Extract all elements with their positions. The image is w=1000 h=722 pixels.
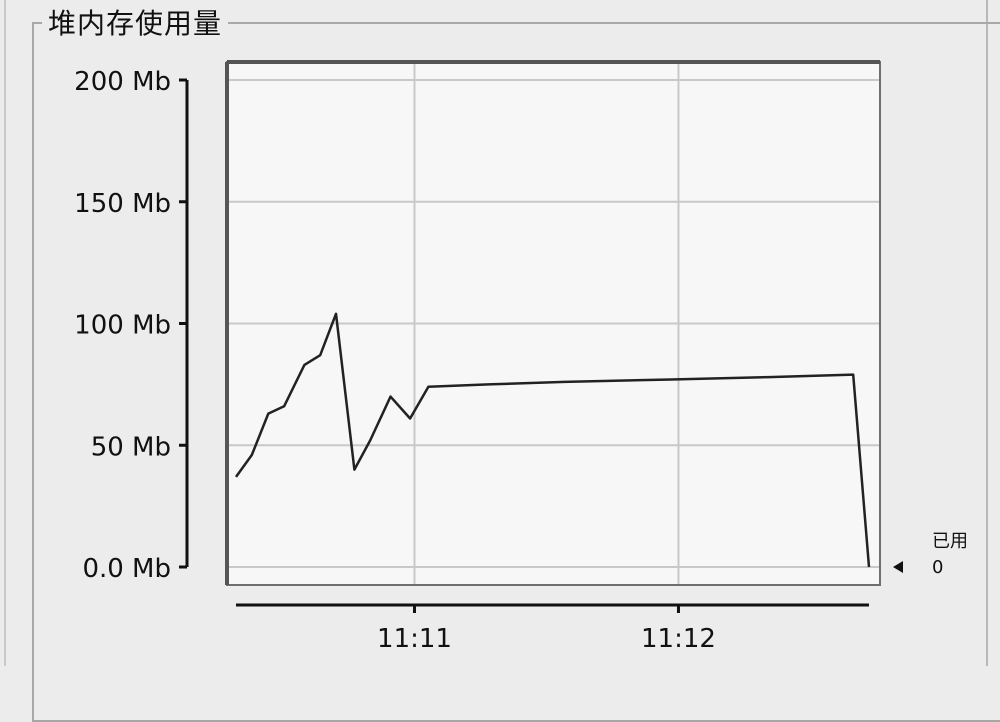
grid-lines <box>227 62 880 585</box>
x-tick-label: 11:11 <box>377 624 452 654</box>
heap-usage-chart: 200 Mb 150 Mb 100 Mb 50 Mb 0.0 Mb 11:11 11:12… <box>74 60 968 654</box>
panel-title: 堆内存使用量 <box>42 4 229 44</box>
y-tick-label: 200 Mb <box>74 67 171 97</box>
y-axis: 200 Mb 150 Mb 100 Mb 50 Mb 0.0 Mb <box>74 67 189 584</box>
y-tick-label: 50 Mb <box>91 432 171 462</box>
right-window-rule <box>986 0 988 666</box>
y-tick-label: 0.0 Mb <box>82 554 171 584</box>
series-line-used <box>234 312 871 568</box>
legend-value: 0 <box>932 557 943 578</box>
y-tick-label: 150 Mb <box>74 189 171 219</box>
left-window-rule <box>4 0 6 666</box>
legend-label: 已用 <box>932 531 968 552</box>
x-tick-label: 11:12 <box>641 624 716 654</box>
triangle-left-icon <box>893 561 903 573</box>
y-tick-label: 100 Mb <box>74 311 171 341</box>
x-axis: 11:11 11:12 <box>236 603 869 654</box>
